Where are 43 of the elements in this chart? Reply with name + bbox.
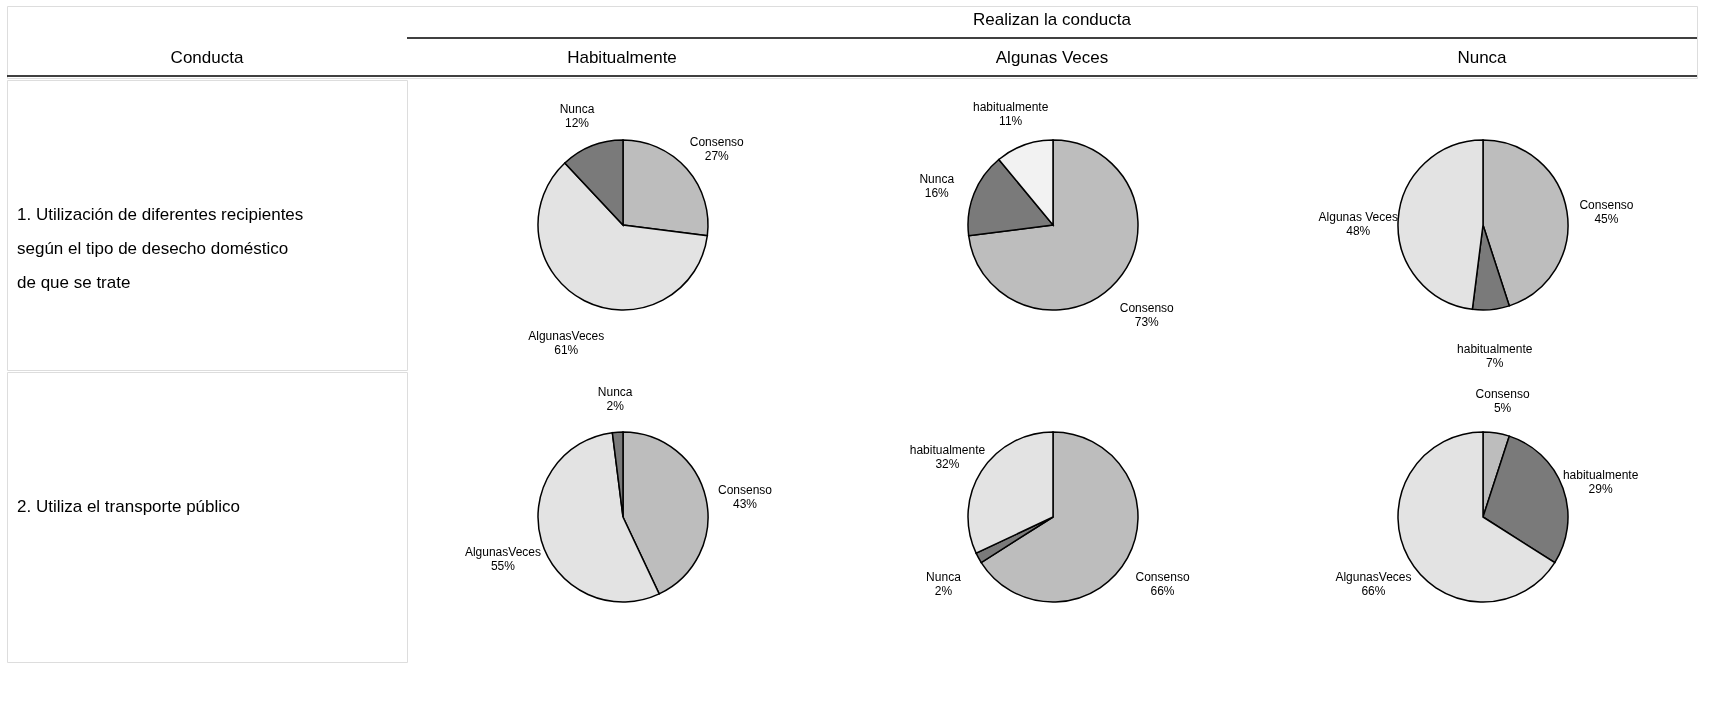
- text: Conducta: [170, 48, 244, 67]
- slice-label: habitualmente: [1457, 342, 1533, 357]
- slice-label: Nunca: [926, 570, 962, 585]
- slice-label: habitualmente: [909, 443, 986, 458]
- data-label: 11%: [999, 114, 1023, 129]
- text: Algunas Veces: [995, 48, 1109, 67]
- slice-label: Nunca: [597, 385, 633, 400]
- slice-label: habitualmente: [972, 100, 1049, 115]
- data-label: 2%: [934, 584, 953, 599]
- text: Nunca: [1457, 48, 1508, 67]
- data-label: 5%: [1493, 400, 1512, 415]
- text: 1. Utilización de diferentes recipientes según el tipo de desecho doméstico de que se trate: [17, 205, 304, 292]
- data-label: 2%: [606, 399, 625, 414]
- data-label: 45%: [1594, 212, 1619, 227]
- text: 2. Utiliza el transporte público: [17, 497, 241, 516]
- data-label: 43%: [732, 496, 758, 511]
- data-label: 66%: [1361, 584, 1386, 599]
- data-label: 73%: [1134, 314, 1160, 329]
- data-label: 7%: [1486, 356, 1504, 371]
- data-label: 16%: [924, 185, 950, 200]
- slice-label: Consenso: [1579, 198, 1634, 213]
- data-label: 66%: [1150, 584, 1175, 599]
- data-label: 55%: [490, 558, 516, 573]
- text: Habitualmente: [567, 48, 677, 67]
- slice-label: AlgunasVeces: [464, 544, 541, 559]
- data-label: 32%: [935, 457, 960, 472]
- slice-label: Algunas Veces: [1318, 210, 1398, 225]
- data-label: 48%: [1346, 224, 1371, 239]
- slice-label: Consenso: [1135, 570, 1190, 585]
- slice-label: habitualmente: [1562, 467, 1639, 482]
- slice-label: AlgunasVeces: [528, 329, 605, 344]
- slice-label: Consenso: [717, 482, 773, 497]
- slice-label: Nunca: [559, 101, 595, 116]
- text: Realizan la conducta: [973, 10, 1132, 29]
- slice-label: Nunca: [919, 171, 955, 186]
- data-label: 27%: [704, 149, 730, 164]
- slice-label: Consenso: [1119, 300, 1175, 315]
- slice-label: Consenso: [689, 135, 745, 150]
- data-label: 61%: [554, 343, 579, 358]
- slice-label: AlgunasVeces: [1335, 570, 1412, 585]
- slice-label: Consenso: [1475, 386, 1530, 401]
- data-label: 12%: [564, 115, 590, 130]
- data-label: 29%: [1588, 481, 1613, 496]
